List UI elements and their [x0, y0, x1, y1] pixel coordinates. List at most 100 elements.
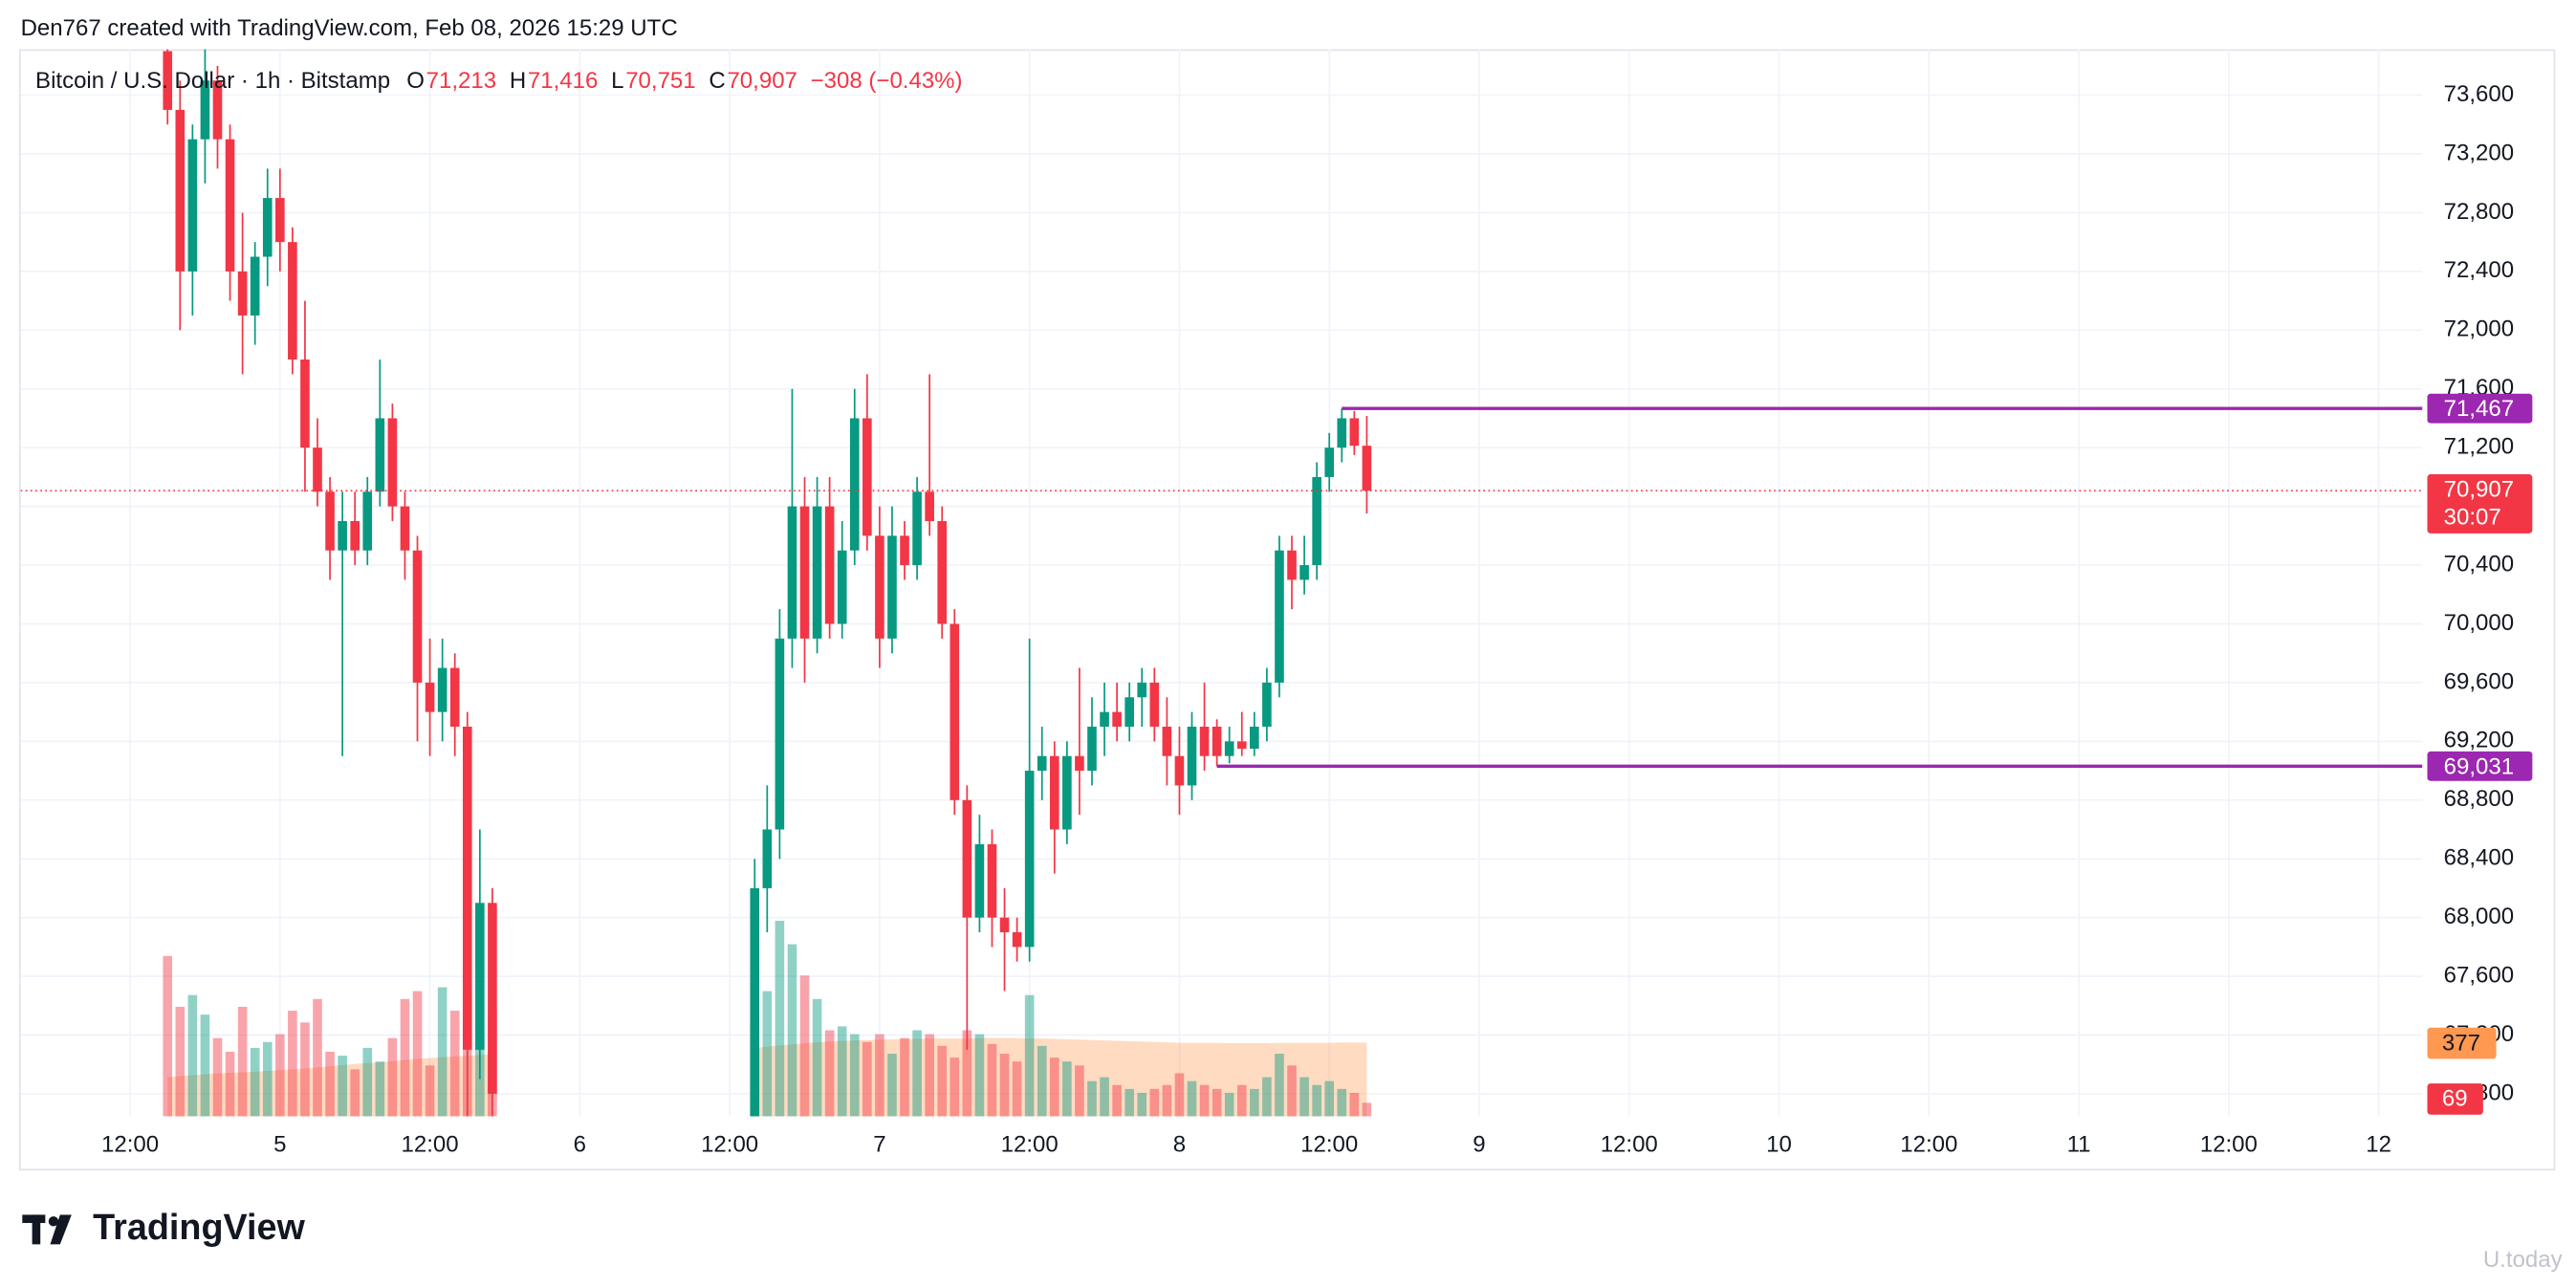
candle-body [875, 535, 884, 639]
volume-bar [1312, 1084, 1321, 1117]
x-tick-label: 5 [273, 1132, 286, 1158]
volume-ma-area [167, 1054, 492, 1117]
x-tick-label: 12:00 [402, 1132, 459, 1158]
x-tick-label: 12:00 [701, 1132, 758, 1158]
x-tick-label: 12:00 [1900, 1132, 1957, 1158]
y-tick-label: 71,200 [2444, 434, 2514, 460]
volume-bar [187, 994, 198, 1117]
legend-key: L [611, 68, 623, 94]
candle-body [1149, 682, 1160, 727]
volume-bar [175, 1006, 186, 1117]
volume-ma-tag [2427, 1027, 2497, 1059]
candle-body [1112, 711, 1122, 727]
y-tick-label: 69,600 [2444, 668, 2514, 694]
candle-body [462, 726, 472, 1050]
volume-bar [237, 1006, 248, 1117]
header: Den767 created with TradingView.com, Feb… [21, 15, 678, 41]
volume-bar [900, 1037, 909, 1117]
volume-bar [262, 1041, 273, 1117]
x-tick-label: 12 [2366, 1132, 2391, 1158]
volume-bar [1012, 1061, 1022, 1117]
x-tick-label: 12:00 [1001, 1132, 1059, 1158]
candle-body [1062, 755, 1072, 830]
volume-bar [1049, 1058, 1059, 1117]
volume-bar [1324, 1080, 1335, 1117]
candle-body [937, 520, 948, 624]
volume-label: 69 [2442, 1086, 2468, 1112]
legend-value: 71,213 [426, 68, 496, 94]
candle-body [175, 109, 186, 272]
candle-body [437, 667, 448, 712]
volume-tag [2427, 1083, 2483, 1115]
candle-body [887, 535, 897, 639]
legend-symbol: Bitcoin / U.S. Dollar · 1h · Bitstamp [35, 68, 390, 94]
candle-body [1187, 726, 1197, 786]
y-tick-label: 68,400 [2444, 845, 2514, 871]
volume-bar [425, 1065, 435, 1117]
volume-bar [1037, 1045, 1047, 1117]
candle-body [1012, 932, 1022, 948]
x-tick-label: 11 [2067, 1132, 2091, 1158]
candle-body [812, 506, 822, 639]
volume-bar [1062, 1061, 1072, 1117]
volume-bar [1224, 1092, 1234, 1117]
legend-value: 70,907 [727, 68, 797, 94]
volume-bar [325, 1051, 335, 1117]
candle-body [449, 667, 460, 727]
candle-body [849, 418, 860, 551]
volume-bar [387, 1037, 398, 1117]
candle-body [212, 80, 223, 140]
volume-bar [1100, 1077, 1109, 1117]
volume-bar [1362, 1102, 1372, 1117]
candle-body [1224, 741, 1234, 756]
candle-body [1312, 476, 1321, 566]
volume-bar [762, 991, 773, 1117]
candle-body [325, 491, 335, 551]
candle-body [950, 623, 960, 800]
candle-body [999, 917, 1010, 933]
volume-bar [1287, 1065, 1297, 1117]
candle-body [338, 520, 347, 551]
volume-bar [1337, 1088, 1347, 1117]
candle-body [974, 843, 985, 918]
volume-bar [824, 1030, 835, 1117]
volume-bar [1112, 1084, 1122, 1117]
brand-logo [22, 1214, 72, 1245]
volume-bar [912, 1030, 922, 1117]
candle-body [1037, 755, 1047, 772]
volume-bar [338, 1056, 347, 1117]
candle-body [1324, 447, 1335, 477]
volume-bar [1075, 1065, 1084, 1117]
legend-key: C [709, 68, 725, 94]
candle-body [1250, 726, 1259, 750]
candle-body [275, 198, 285, 243]
candle-body [488, 903, 497, 1094]
volume-bar [1349, 1092, 1360, 1117]
x-tick-label: 6 [574, 1132, 586, 1158]
x-tick-label: 12:00 [2200, 1132, 2258, 1158]
candle-body [987, 843, 997, 918]
volume-bar [837, 1026, 847, 1117]
volume-bar [974, 1034, 985, 1117]
volume-bar [925, 1034, 934, 1117]
x-tick-label: 12:00 [101, 1132, 159, 1158]
candle-body [288, 242, 297, 360]
y-tick-label: 69,200 [2444, 728, 2514, 753]
candle-body [900, 535, 909, 566]
volume-ma-label: 377 [2442, 1030, 2480, 1056]
volume-bar [449, 1011, 460, 1117]
candle-body [1349, 418, 1360, 447]
candle-body [1275, 550, 1284, 683]
volume-bar [1187, 1080, 1197, 1117]
volume-bar [300, 1022, 310, 1117]
candle-body [1299, 565, 1309, 580]
last-price-label: 70,907 [2444, 477, 2514, 503]
volume-bar [1149, 1088, 1160, 1117]
volume-bar [375, 1061, 385, 1117]
volume-bar [313, 998, 322, 1117]
candle-body [387, 418, 398, 507]
volume-bar [775, 920, 785, 1117]
volume-bar [212, 1037, 223, 1117]
